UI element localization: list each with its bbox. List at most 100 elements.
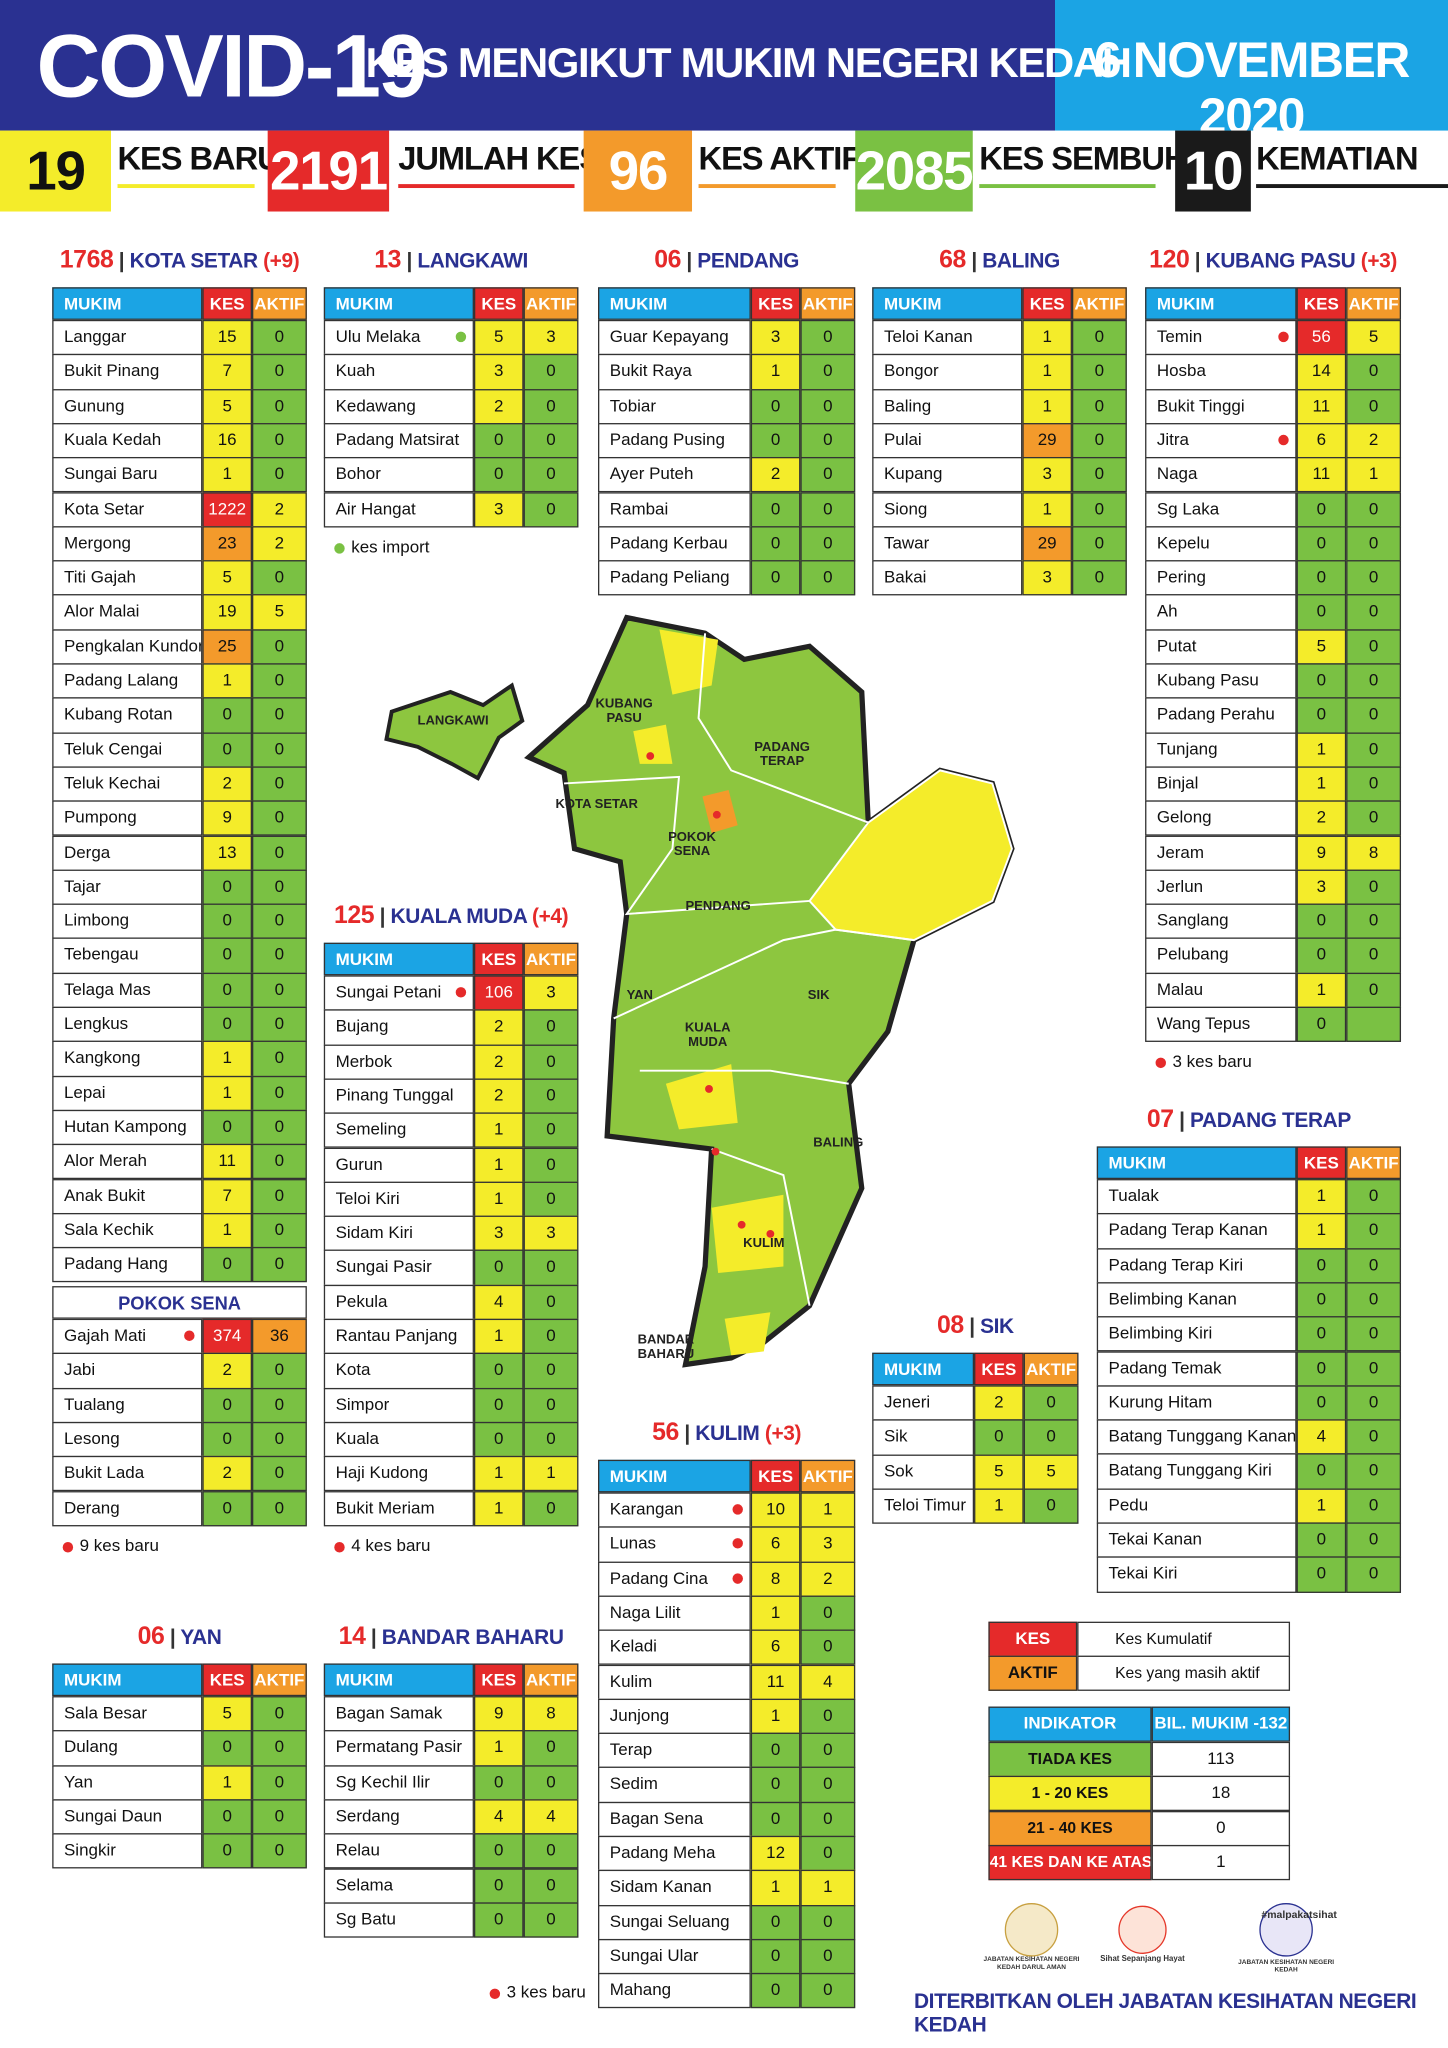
- aktif-cell: 0: [1346, 491, 1402, 528]
- kes-cell: 0: [202, 1006, 253, 1043]
- mukim-cell: Lepai: [52, 1075, 203, 1112]
- kes-cell: 2: [974, 1385, 1024, 1421]
- kes-cell: 0: [202, 1799, 253, 1835]
- aktif-cell: 0: [252, 869, 307, 905]
- aktif-cell: 0: [1071, 388, 1127, 425]
- aktif-cell: 0: [800, 491, 856, 528]
- mukim-cell: Sidam Kiri: [323, 1215, 474, 1252]
- kes-cell: 1: [750, 1870, 801, 1906]
- map-label: YAN: [626, 988, 653, 1003]
- aktif-cell: 0: [1346, 560, 1402, 596]
- stat-label: KES AKTIF: [698, 141, 861, 189]
- kes-cell: 0: [473, 1421, 524, 1458]
- aktif-cell: 1: [800, 1870, 856, 1906]
- mukim-cell: Belimbing Kiri: [1096, 1316, 1297, 1353]
- mukim-cell: Bagan Samak: [323, 1696, 474, 1732]
- kes-cell: 0: [750, 1904, 801, 1941]
- logo-caption: JABATAN KESIHATAN NEGERI KEDAH DARUL AMA…: [983, 1955, 1080, 1972]
- mukim-cell: Tebengau: [52, 938, 203, 974]
- marker-dot: [732, 1572, 743, 1584]
- aktif-cell: 8: [1346, 834, 1402, 871]
- aktif-cell: 0: [252, 903, 307, 940]
- yellow-zone: [724, 1312, 771, 1356]
- kes-cell: 11: [750, 1664, 801, 1700]
- legend-key: KES: [988, 1621, 1078, 1657]
- district-name: LANGKAWI: [417, 250, 528, 273]
- separator: |: [164, 1626, 181, 1650]
- aktif-cell: 0: [252, 800, 307, 837]
- district-title: 120 | KUBANG PASU (+3): [1145, 247, 1401, 276]
- table-header: MUKIM: [1145, 287, 1297, 320]
- aktif-cell: 36: [252, 1318, 307, 1355]
- aktif-cell: 0: [1346, 1522, 1402, 1559]
- aktif-cell: 0: [1023, 1385, 1079, 1421]
- district-border: [639, 1069, 849, 1085]
- kes-cell: 13: [202, 834, 253, 871]
- marker-dot: [455, 987, 467, 998]
- district-total: 120: [1149, 246, 1190, 275]
- district-border: [697, 633, 869, 824]
- aktif-cell: 0: [252, 1212, 307, 1249]
- kes-cell: 15: [202, 319, 253, 356]
- kes-cell: 0: [202, 731, 253, 768]
- mukim-cell: Jeneri: [872, 1385, 975, 1421]
- stat-value: 96: [583, 130, 693, 212]
- table-header: AKTIF: [252, 287, 307, 320]
- kes-cell: 3: [1296, 869, 1347, 905]
- district-total: 08: [936, 1312, 964, 1340]
- aktif-cell: 0: [1071, 560, 1127, 596]
- kes-cell: 0: [202, 972, 253, 1008]
- mukim-cell: Derang: [52, 1490, 203, 1527]
- kes-cell: 0: [1296, 594, 1347, 631]
- mukim-cell: Sg Laka: [1145, 491, 1297, 528]
- aktif-cell: 0: [800, 560, 856, 596]
- mukim-cell: Keladi: [598, 1629, 751, 1666]
- note-dot: [62, 1541, 74, 1553]
- mukim-cell: Tekai Kiri: [1096, 1556, 1297, 1593]
- mukim-cell: Gunung: [52, 388, 203, 425]
- map-label: KULIM: [743, 1236, 785, 1251]
- mukim-cell: Simpor: [323, 1387, 474, 1424]
- district-name: PADANG TERAP: [1190, 1109, 1351, 1133]
- mukim-cell: Batang Tunggang Kiri: [1096, 1453, 1297, 1490]
- district-total: 68: [939, 246, 966, 275]
- kes-cell: 3: [473, 1215, 524, 1252]
- kes-cell: 11: [202, 1144, 253, 1180]
- aktif-cell: 0: [523, 1387, 579, 1424]
- mukim-cell: Merbok: [323, 1044, 474, 1080]
- aktif-cell: 0: [800, 354, 856, 390]
- aktif-cell: 0: [1346, 869, 1402, 905]
- note-text: 3 kes baru: [1172, 1051, 1252, 1072]
- aktif-cell: 0: [800, 1629, 856, 1666]
- stat-label: JUMLAH KES: [398, 141, 601, 189]
- kes-cell: 0: [473, 1902, 524, 1938]
- kes-cell: 0: [473, 1833, 524, 1870]
- kes-cell: 1: [1022, 388, 1072, 425]
- mukim-cell: Sala Besar: [52, 1696, 203, 1732]
- indicator-value: 1: [1151, 1844, 1291, 1881]
- mukim-cell: Gelong: [1145, 800, 1297, 837]
- kes-cell: 0: [1296, 938, 1347, 974]
- table-header: AKTIF: [800, 287, 856, 320]
- mukim-cell: Sungai Petani: [323, 975, 474, 1011]
- marker-dot: [1278, 331, 1289, 343]
- aktif-cell: 0: [252, 697, 307, 734]
- kes-cell: 29: [1022, 422, 1072, 459]
- aktif-cell: 0: [252, 834, 307, 871]
- mukim-cell: Hutan Kampong: [52, 1109, 203, 1146]
- table-header: KES: [1296, 287, 1347, 320]
- indicator-header: BIL. MUKIM -132: [1151, 1706, 1291, 1742]
- kes-cell: 56: [1296, 319, 1347, 356]
- aktif-cell: 0: [523, 1250, 579, 1286]
- aktif-cell: 0: [523, 1764, 579, 1801]
- table-header: AKTIF: [523, 287, 579, 320]
- mukim-cell: Sok: [872, 1454, 975, 1490]
- mukim-cell: Kubang Rotan: [52, 697, 203, 734]
- mukim-cell: Tualak: [1096, 1179, 1297, 1215]
- kes-cell: 6: [750, 1526, 801, 1563]
- district-title: 13 | LANGKAWI: [324, 247, 579, 276]
- kes-cell: 1: [1296, 1213, 1347, 1250]
- mukim-cell: Sg Kechil Ilir: [323, 1764, 474, 1801]
- mukim-cell: Kota Setar: [52, 491, 203, 528]
- district-title: 07 | PADANG TERAP: [1097, 1106, 1401, 1135]
